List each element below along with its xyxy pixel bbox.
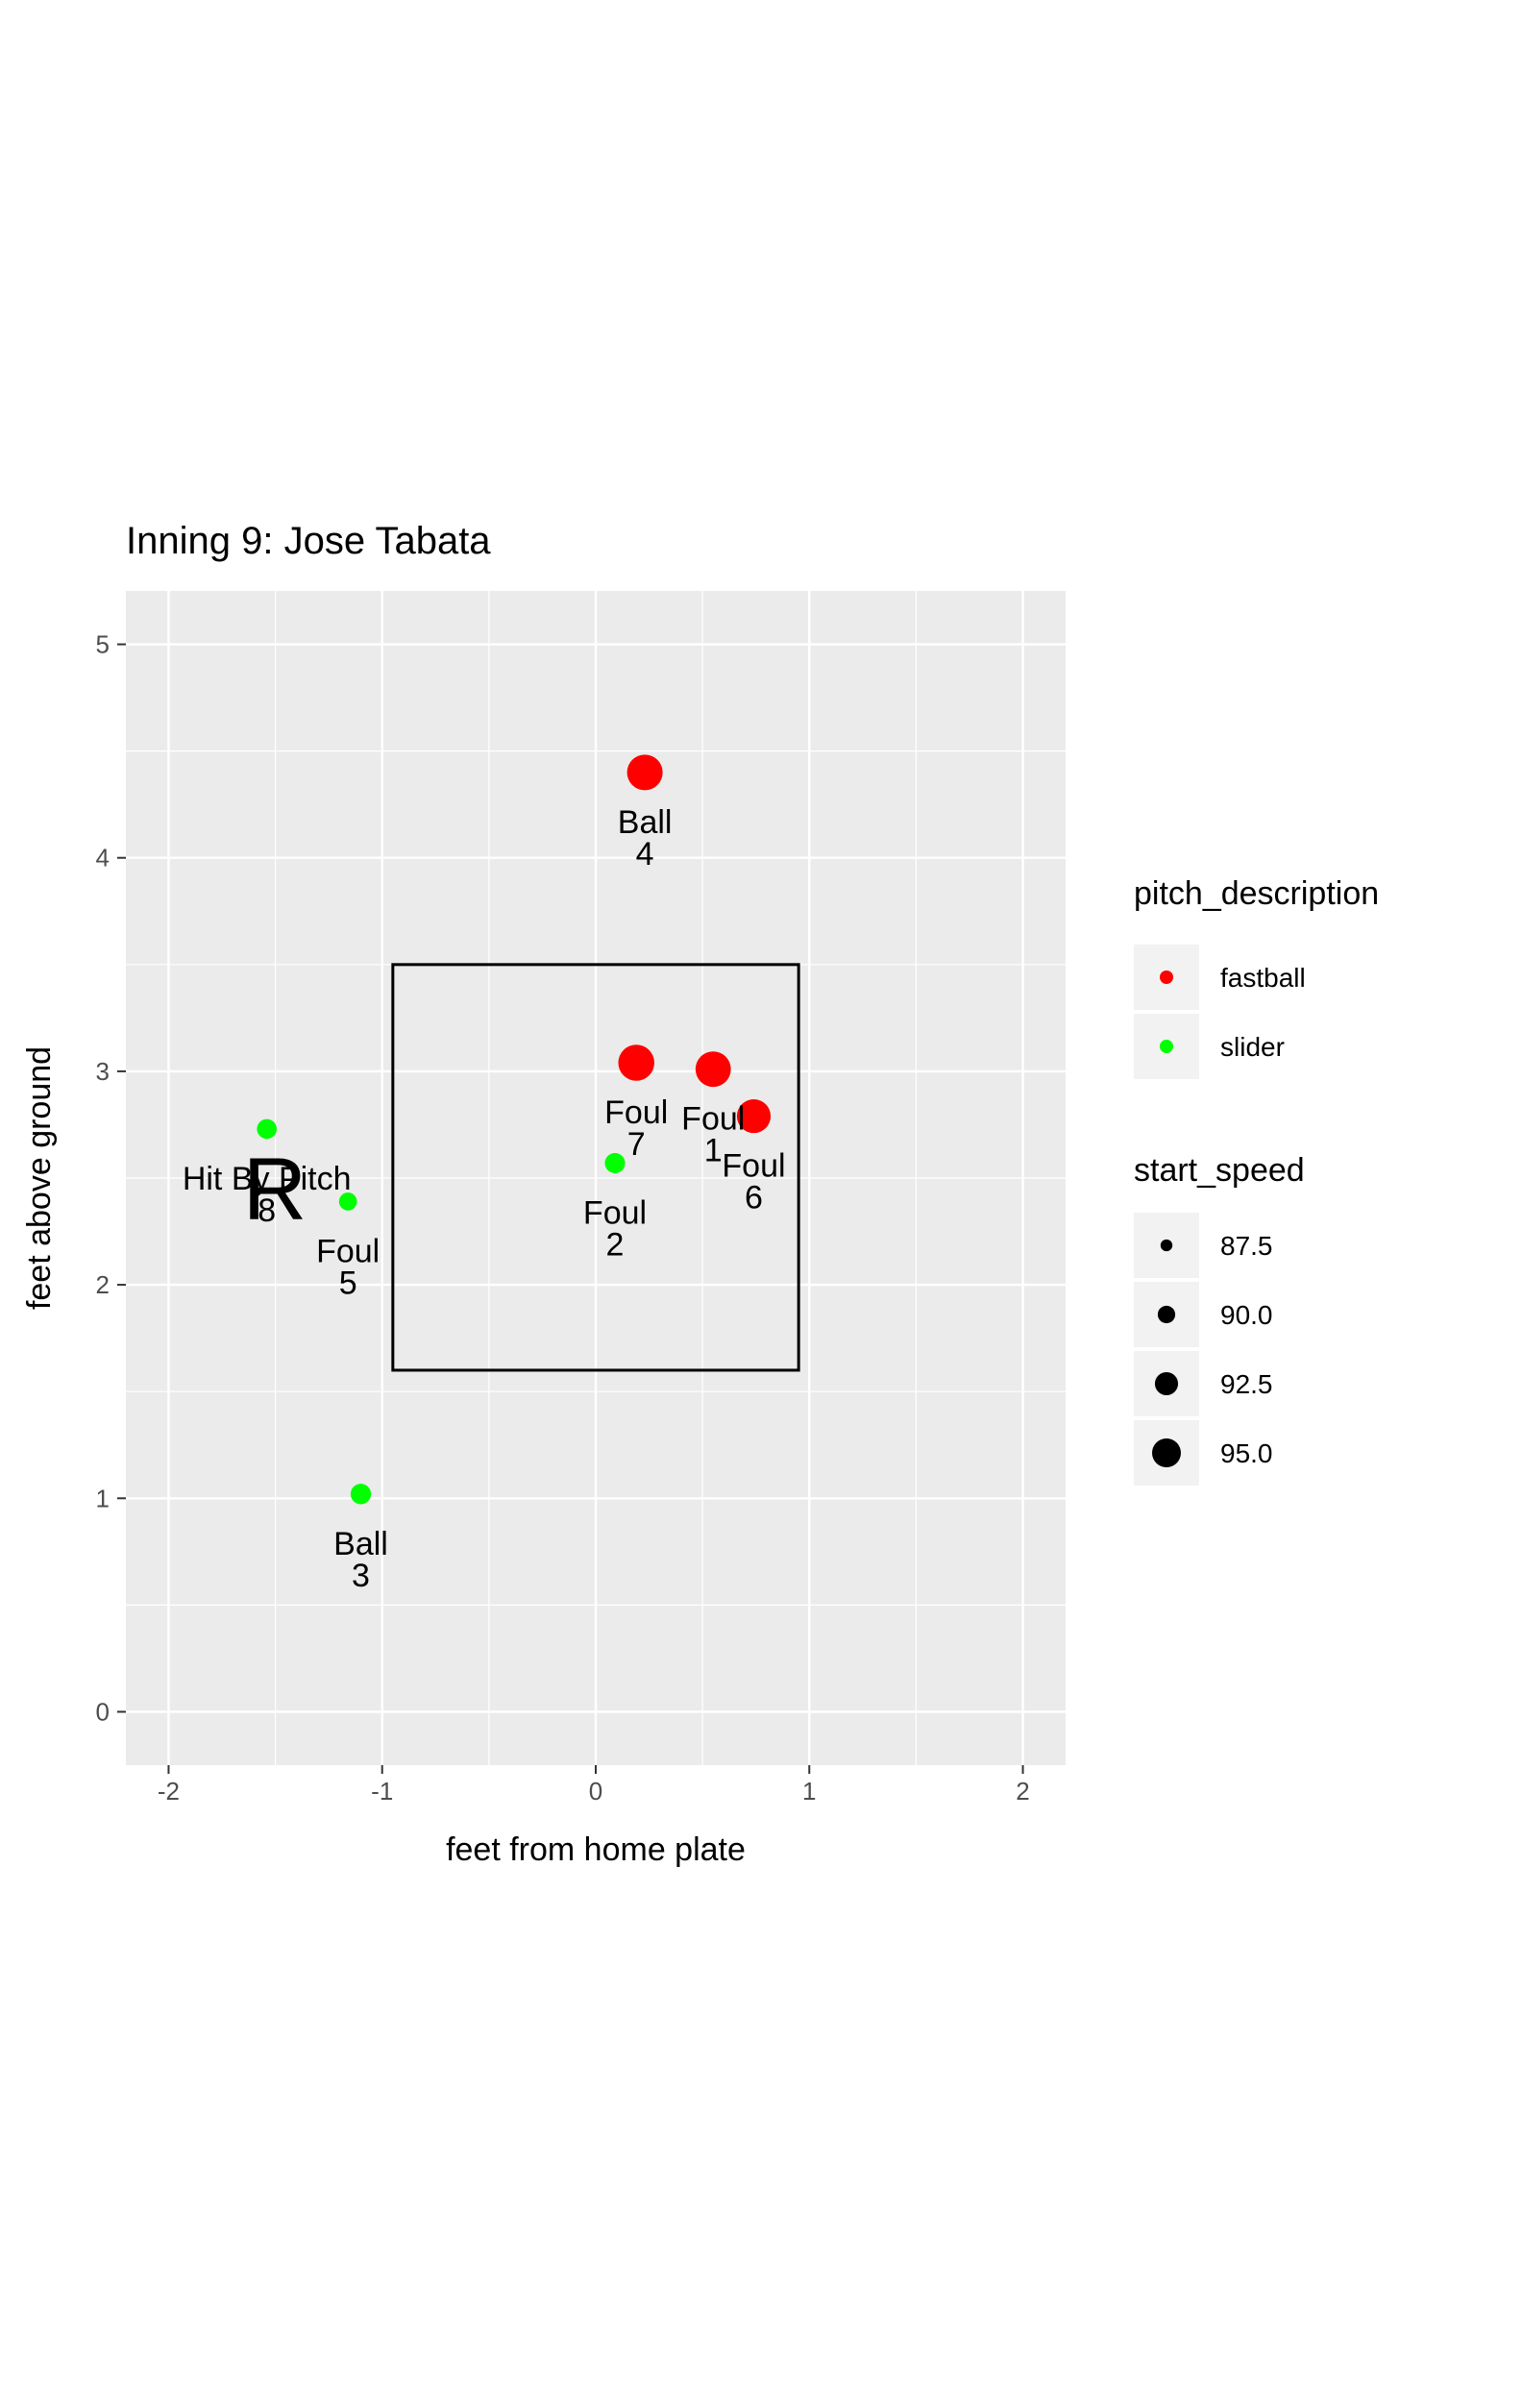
legend-size-dot — [1160, 1239, 1173, 1252]
x-tick-label: 0 — [589, 1777, 602, 1806]
y-tick-label: 1 — [96, 1484, 110, 1512]
legend-label-fastball: fastball — [1220, 963, 1306, 993]
pitch-label-5: Foul — [316, 1233, 380, 1269]
pitch-number-5: 5 — [339, 1265, 357, 1301]
batter-side-label: R — [243, 1141, 307, 1239]
pitch-number-1: 1 — [704, 1133, 723, 1169]
pitch-point-3 — [350, 1484, 372, 1505]
major-gridlines — [126, 591, 1066, 1765]
pitch-point-6 — [736, 1098, 772, 1134]
pitch-number-3: 3 — [352, 1558, 370, 1594]
y-tick-label: 0 — [96, 1697, 110, 1726]
pitch-label-1: Foul — [681, 1101, 745, 1138]
pitch-point-2 — [604, 1152, 626, 1173]
pitch-label-7: Foul — [604, 1094, 668, 1131]
pitch-number-6: 6 — [745, 1180, 763, 1216]
legend: pitch_description fastball slider start_s… — [1134, 875, 1379, 1486]
x-tick-label: 1 — [802, 1777, 816, 1806]
y-axis: 0 1 2 3 4 5 — [96, 630, 126, 1726]
pitch-label-6: Foul — [722, 1148, 785, 1185]
x-tick-label: -2 — [158, 1777, 180, 1806]
pitch-label-3: Ball — [333, 1526, 388, 1562]
pitch-label-2: Foul — [583, 1194, 647, 1231]
legend-size-dot — [1154, 1371, 1179, 1396]
legend-size-dot — [1157, 1305, 1176, 1324]
legend-size-items: 87.5 90.0 92.5 95.0 — [1134, 1213, 1273, 1486]
legend-size-label: 95.0 — [1220, 1438, 1273, 1468]
pitch-number-4: 4 — [636, 836, 654, 872]
y-tick-label: 3 — [96, 1057, 110, 1086]
pitch-number-8: 8 — [258, 1192, 276, 1229]
legend-dot-fastball — [1160, 971, 1173, 984]
pitch-label-8: Hit By Pitch — [183, 1161, 352, 1197]
legend-size-label: 87.5 — [1220, 1231, 1273, 1261]
legend-size-label: 90.0 — [1220, 1300, 1273, 1330]
y-tick-label: 5 — [96, 630, 110, 659]
x-axis-title: feet from home plate — [446, 1831, 746, 1868]
legend-size-label: 92.5 — [1220, 1369, 1273, 1399]
pitch-points — [257, 754, 772, 1505]
pitch-point-5 — [338, 1192, 357, 1211]
x-axis: -2 -1 0 1 2 — [158, 1765, 1030, 1806]
pitch-point-4 — [626, 754, 663, 791]
pitch-number-2: 2 — [606, 1226, 625, 1263]
pitch-label-4: Ball — [618, 804, 673, 841]
pitch-number-7: 7 — [627, 1126, 646, 1163]
y-tick-label: 2 — [96, 1270, 110, 1299]
pitch-point-8 — [257, 1118, 277, 1140]
legend-size-title: start_speed — [1134, 1152, 1305, 1189]
legend-label-slider: slider — [1220, 1032, 1285, 1062]
legend-dot-slider — [1160, 1040, 1173, 1053]
y-tick-label: 4 — [96, 844, 110, 872]
strike-zone-box — [391, 963, 800, 1372]
legend-color-title: pitch_description — [1134, 875, 1379, 912]
pitch-point-7 — [618, 1044, 654, 1081]
legend-size-dot — [1152, 1438, 1181, 1467]
x-tick-label: 2 — [1016, 1777, 1029, 1806]
legend-color-items: fastball slider — [1134, 945, 1306, 1079]
y-axis-title: feet above ground — [21, 1046, 58, 1310]
pitch-point-1 — [695, 1051, 731, 1088]
x-tick-label: -1 — [371, 1777, 393, 1806]
plot-title: Inning 9: Jose Tabata — [126, 520, 491, 562]
